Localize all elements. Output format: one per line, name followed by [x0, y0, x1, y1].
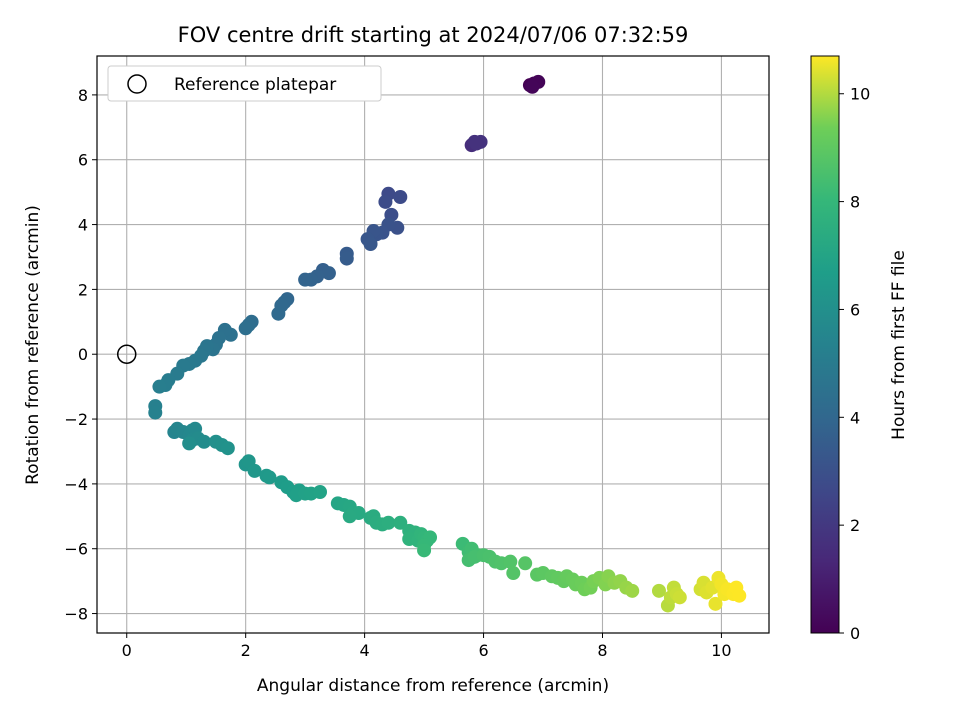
data-point	[321, 266, 336, 281]
colorbar-tick-label: 8	[850, 193, 860, 212]
data-point	[672, 590, 687, 605]
y-tick-label: −6	[64, 540, 88, 559]
data-point	[298, 272, 313, 287]
legend-box	[107, 65, 382, 102]
data-point	[339, 251, 354, 266]
y-tick-label: 2	[78, 280, 88, 299]
legend-open-circle-icon	[127, 74, 147, 94]
data-point	[262, 470, 277, 485]
data-point	[363, 237, 378, 252]
colorbar-tick-label: 2	[850, 516, 860, 535]
colorbar-tick-label: 4	[850, 408, 860, 427]
reference-platepar-marker	[116, 344, 137, 364]
colorbar-ticks: 0 2 4 6 8 10	[839, 85, 870, 643]
data-points	[148, 74, 747, 613]
data-point	[506, 566, 521, 581]
data-point	[651, 583, 666, 598]
x-tick-label: 2	[241, 641, 251, 660]
colorbar-tick-label: 6	[850, 300, 860, 319]
colorbar-tick-label: 10	[850, 85, 870, 104]
plot-frame	[96, 55, 770, 634]
colorbar	[810, 55, 840, 634]
data-point	[708, 596, 723, 611]
y-tick-label: 6	[78, 151, 88, 170]
x-tick-label: 4	[360, 641, 370, 660]
legend-label: Reference platepar	[174, 75, 336, 95]
x-tick-label: 0	[122, 641, 132, 660]
data-point	[182, 436, 197, 451]
data-point	[469, 136, 484, 151]
y-tick-label: 4	[78, 216, 88, 235]
data-point	[625, 583, 640, 598]
y-tick-label: 8	[78, 86, 88, 105]
y-axis-title: Rotation from reference (arcmin)	[23, 205, 43, 485]
data-point	[417, 543, 432, 558]
data-point	[381, 515, 396, 530]
data-point	[148, 405, 163, 420]
data-point	[732, 588, 747, 603]
data-point	[197, 434, 212, 449]
grid	[97, 56, 769, 633]
y-tick-label: −4	[64, 475, 88, 494]
x-axis-title: Angular distance from reference (arcmin)	[257, 676, 609, 696]
x-tick-label: 8	[597, 641, 607, 660]
data-point	[378, 194, 393, 209]
data-point	[271, 306, 286, 321]
data-point	[503, 554, 518, 569]
data-point	[342, 509, 357, 524]
data-point	[247, 463, 262, 478]
data-point	[152, 379, 167, 394]
x-tick-label: 6	[478, 641, 488, 660]
data-point	[525, 79, 540, 94]
colorbar-title: Hours from first FF file	[889, 250, 909, 440]
y-tick-label: −2	[64, 410, 88, 429]
legend: Reference platepar	[107, 65, 382, 102]
y-tick-label: 0	[78, 345, 88, 364]
data-point	[518, 556, 533, 571]
data-point	[393, 515, 408, 530]
y-tick-label: −8	[64, 605, 88, 624]
data-point	[220, 441, 235, 456]
chart-title: FOV centre drift starting at 2024/07/06 …	[178, 23, 689, 47]
data-point	[313, 484, 328, 499]
axis-ticks: 0 2 4 6 8 10 −8 −6 −4 −2 0 2 4 6 8	[64, 86, 731, 660]
x-tick-label: 10	[711, 641, 731, 660]
colorbar-tick-label: 0	[850, 624, 860, 643]
data-point	[238, 321, 253, 336]
data-point	[393, 190, 408, 205]
